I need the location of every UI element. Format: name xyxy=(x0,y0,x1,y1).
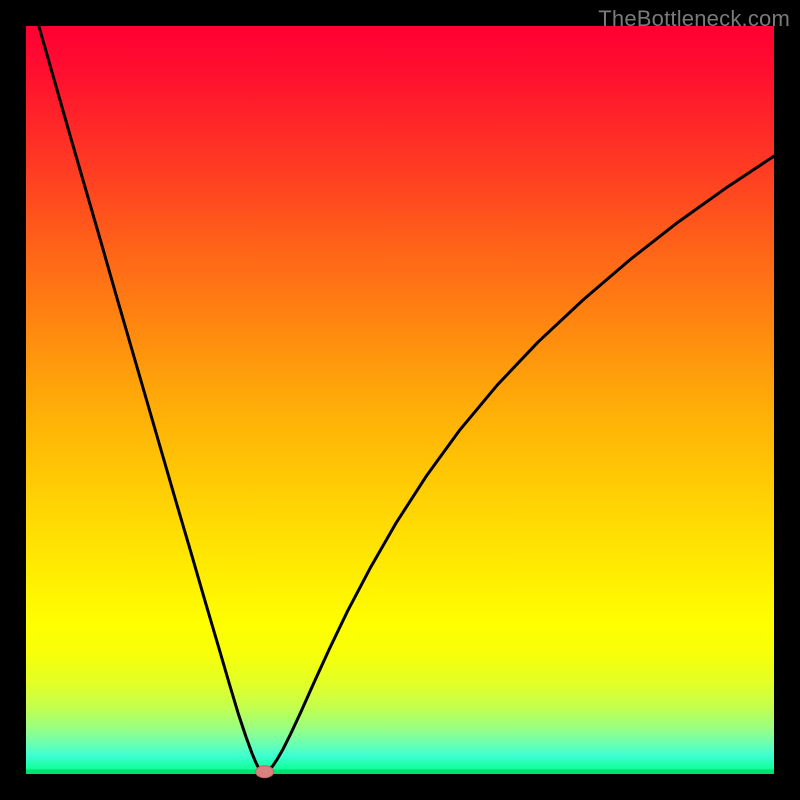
bottleneck-curve-chart xyxy=(0,0,800,800)
plot-background xyxy=(26,26,774,774)
chart-container: { "watermark": "TheBottleneck.com", "cha… xyxy=(0,0,800,800)
green-band xyxy=(26,770,774,774)
optimal-point-marker xyxy=(256,766,274,778)
watermark-text: TheBottleneck.com xyxy=(598,6,790,32)
